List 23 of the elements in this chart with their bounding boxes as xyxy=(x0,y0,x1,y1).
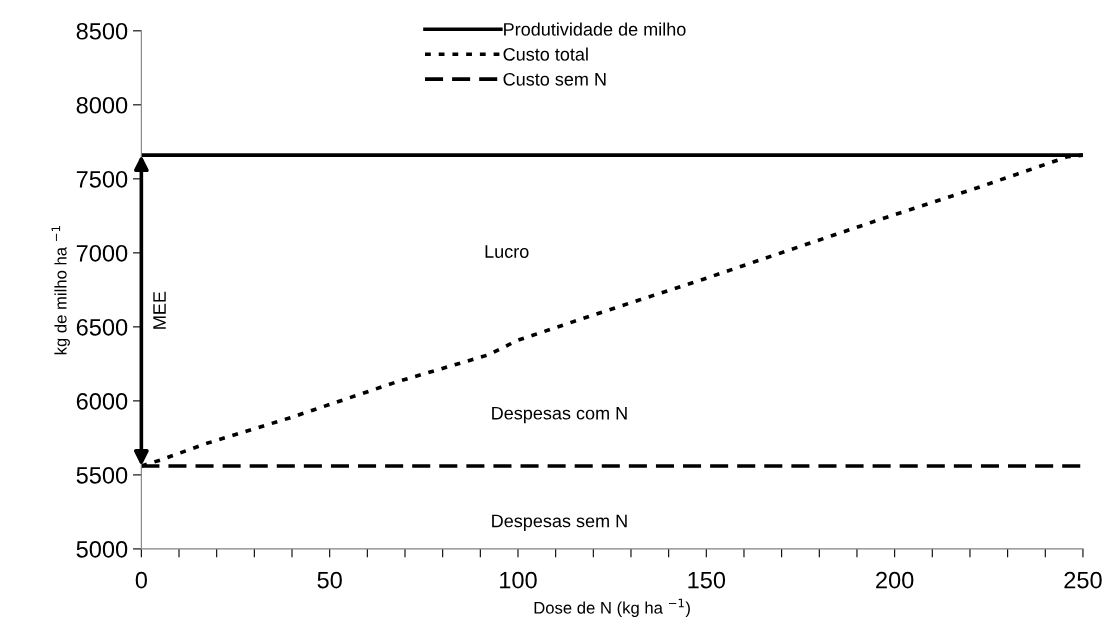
x-tick-label: 200 xyxy=(876,571,914,589)
y-tick-label: 8000 xyxy=(76,96,128,114)
x-axis-title: Dose de N (kg ha $^{−1}$) xyxy=(534,598,690,618)
legend-label: Custo sem N xyxy=(503,72,606,86)
annotation: Despesas com N xyxy=(492,406,627,424)
legend-label: Custo total xyxy=(503,47,588,61)
x-tick-label: 100 xyxy=(500,571,537,589)
x-tick-label: 0 xyxy=(135,571,147,589)
y-tick-label: 6000 xyxy=(76,392,128,410)
annotation: MEE xyxy=(153,291,166,329)
y-tick-label: 6500 xyxy=(76,318,128,336)
legend-label: Produtividade de milho xyxy=(504,22,686,36)
y-tick-label: 7000 xyxy=(76,244,128,262)
annotation: Lucro xyxy=(485,245,529,258)
annotation: Despesas sem N xyxy=(492,514,627,531)
y-tick-label: 5000 xyxy=(76,540,128,558)
x-tick-label: 250 xyxy=(1064,571,1102,589)
x-tick-label: 150 xyxy=(688,571,726,589)
y-tick-label: 7500 xyxy=(76,170,128,188)
y-tick-label: 8500 xyxy=(76,22,128,40)
y-tick-label: 5500 xyxy=(76,466,128,484)
y-axis-title: kg de milho ha $^{−1}$ xyxy=(51,226,70,355)
x-tick-label: 50 xyxy=(317,571,342,589)
